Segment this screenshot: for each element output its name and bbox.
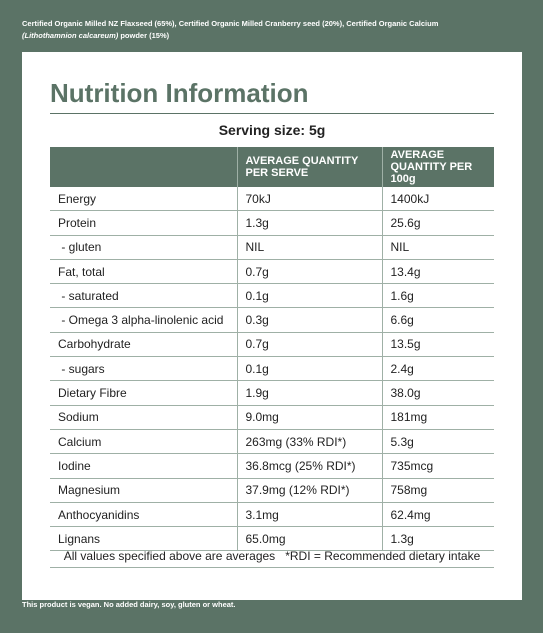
table-cell: - Omega 3 alpha-linolenic acid (50, 307, 237, 333)
ingredients-italic: (Lithothamnion calcareum) (22, 31, 119, 40)
table-row: Magnesium 37.9mg (12% RDI*) 758mg (50, 478, 494, 503)
table-row: Fat, total 0.7g 13.4g (50, 259, 494, 285)
table-row: - saturated 0.1g 1.6g (50, 283, 494, 309)
table-cell: Fat, total (50, 259, 237, 285)
serving-size: Serving size: 5g (218, 122, 326, 138)
table-cell: 13.4g (381, 259, 494, 285)
table-row: Sodium 9.0mg 181mg (50, 405, 494, 430)
table-cell: 13.5g (381, 332, 494, 358)
nutrition-table: AVERAGE QUANTITY PER SERVE AVERAGE QUANTI… (50, 147, 494, 552)
table-cell: Calcium (50, 429, 237, 455)
header-cell: AVERAGE QUANTITY PER 100g (381, 147, 494, 187)
header-cell (50, 147, 237, 187)
table-cell: 70kJ (236, 187, 382, 212)
table-cell: Dietary Fibre (50, 380, 237, 406)
header-row: AVERAGE QUANTITY PER SERVE AVERAGE QUANTI… (50, 147, 494, 187)
table-cell: 0.1g (236, 283, 382, 309)
table-cell: Anthocyanidins (50, 502, 237, 528)
table-cell: 25.6g (381, 210, 494, 236)
table-row: Protein 1.3g 25.6g (50, 210, 494, 236)
table-cell: 735mcg (381, 453, 494, 479)
rule (50, 113, 494, 114)
table-cell: - gluten (50, 235, 237, 260)
table-cell: 36.8mcg (25% RDI*) (236, 453, 382, 479)
table-row: - Omega 3 alpha-linolenic acid 0.3g 6.6g (50, 307, 494, 333)
footnote: All values specified above are averages (63, 549, 276, 563)
footnotes: All values specified above are averages *… (50, 545, 494, 568)
footnote: *RDI = Recommended dietary intake (285, 549, 481, 563)
table-cell: 0.7g (236, 332, 382, 358)
table-cell: 181mg (381, 405, 494, 430)
table-row: - sugars 0.1g 2.4g (50, 356, 494, 382)
table-cell: Iodine (50, 453, 237, 479)
table-cell: 2.4g (381, 356, 494, 382)
table-cell: 38.0g (381, 380, 494, 406)
table-cell: Sodium (50, 405, 237, 430)
table-cell: 37.9mg (12% RDI*) (236, 478, 382, 503)
table-row: - gluten NIL NIL (50, 235, 494, 260)
table-cell: Magnesium (50, 478, 237, 503)
table-cell: 1400kJ (381, 187, 494, 212)
table-cell: - sugars (50, 356, 237, 382)
table-cell: 3.1mg (236, 502, 382, 528)
table-cell: Protein (50, 210, 237, 236)
table-row: Dietary Fibre 1.9g 38.0g (50, 380, 494, 406)
table-cell: 0.1g (236, 356, 382, 382)
header-cell: AVERAGE QUANTITY PER SERVE (236, 147, 382, 187)
ingredients-text: powder (15%) (118, 31, 170, 40)
table-cell: 65.0mg (236, 526, 382, 552)
table-cell: 1.9g (236, 380, 382, 406)
table-cell: Energy (50, 187, 237, 212)
table-cell: 0.3g (236, 307, 382, 333)
table-row: Lignans 65.0mg 1.3g (50, 526, 494, 552)
ingredients: Certified Organic Milled NZ Flaxseed (65… (22, 18, 492, 42)
table-cell: 758mg (381, 478, 494, 503)
ingredients-text: Certified Organic Milled NZ Flaxseed (65… (22, 19, 439, 28)
vegan-note: This product is vegan. No added dairy, s… (22, 600, 236, 609)
table-row: Iodine 36.8mcg (25% RDI*) 735mcg (50, 453, 494, 479)
table-cell: 6.6g (381, 307, 494, 333)
table-cell: 1.3g (236, 210, 382, 236)
table-cell: Lignans (50, 526, 237, 552)
table-cell: 5.3g (381, 429, 494, 455)
table-cell: 0.7g (236, 259, 382, 285)
table-cell: Carbohydrate (50, 332, 237, 358)
table-cell: 1.6g (381, 283, 494, 309)
table-row: Calcium 263mg (33% RDI*) 5.3g (50, 429, 494, 455)
title: Nutrition Information (50, 78, 309, 108)
table-row: Anthocyanidins 3.1mg 62.4mg (50, 502, 494, 528)
table-cell: NIL (236, 235, 382, 260)
panel: Nutrition Information Serving size: 5g A… (22, 52, 522, 600)
table-row: Carbohydrate 0.7g 13.5g (50, 332, 494, 358)
table-cell: 1.3g (381, 526, 494, 552)
table-cell: - saturated (50, 283, 237, 309)
table-cell: 62.4mg (381, 502, 494, 528)
table-cell: 263mg (33% RDI*) (236, 429, 382, 455)
table-cell: NIL (381, 235, 494, 260)
table-row: Energy 70kJ 1400kJ (50, 187, 494, 212)
table-cell: 9.0mg (236, 405, 382, 430)
